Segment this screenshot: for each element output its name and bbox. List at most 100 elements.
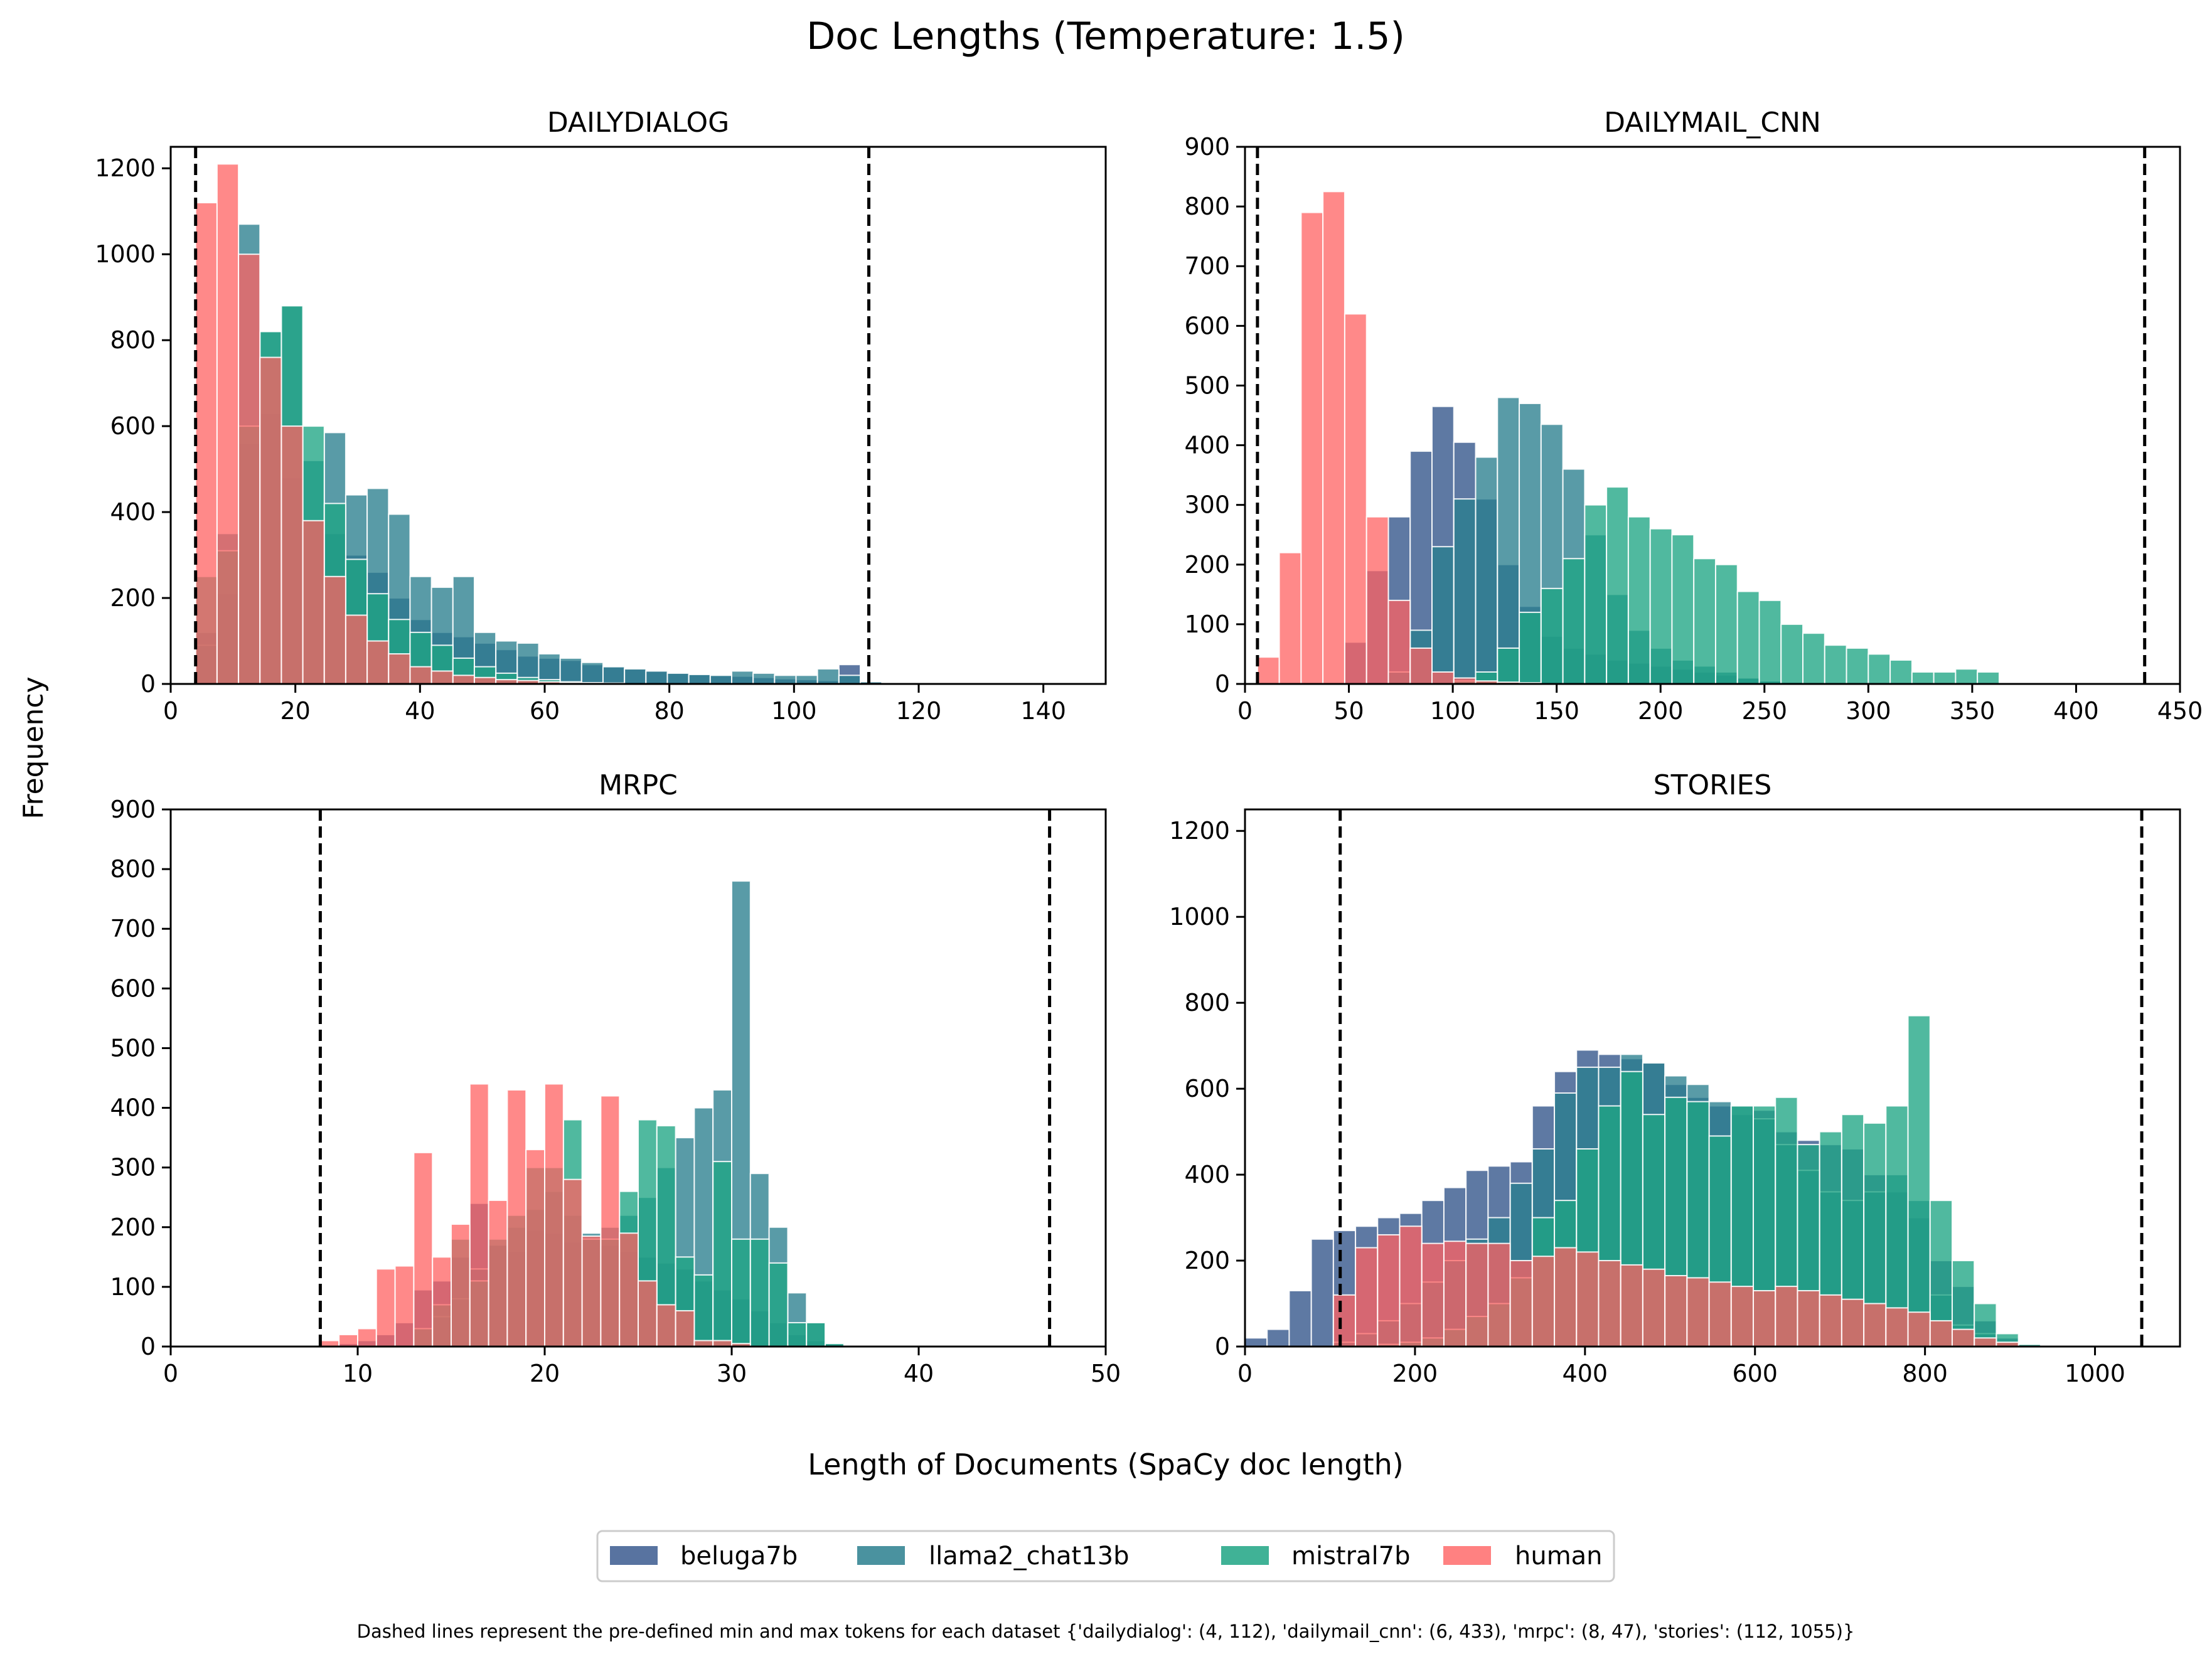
bar-human [1344, 313, 1367, 684]
plot-frame-dailymail-cnn [1244, 146, 2181, 685]
bar-human [656, 1304, 676, 1347]
legend: beluga7b llama2_chat13b mistral7b human [596, 1530, 1615, 1582]
bar-human [238, 253, 261, 684]
bar-human [1797, 1289, 1820, 1347]
y-tick-label: 900 [110, 796, 156, 823]
bar-mistral7b [1584, 504, 1608, 684]
y-tick-label: 400 [110, 1094, 156, 1122]
bar-mistral7b [1671, 534, 1695, 684]
bar-llama2-chat13b [624, 668, 647, 684]
bar-mistral7b [1885, 1105, 1909, 1347]
bar-human [1256, 656, 1280, 684]
bar-human [1576, 1251, 1600, 1347]
bar-mistral7b [1889, 659, 1913, 684]
bar-human [345, 614, 368, 684]
y-tick-label: 200 [1184, 1247, 1230, 1274]
bar-human [338, 1333, 359, 1347]
bar-human [452, 675, 475, 684]
x-tick-label: 40 [904, 1360, 934, 1387]
bars-mrpc [319, 880, 845, 1347]
x-tick-label: 1000 [2065, 1360, 2125, 1387]
bar-human [619, 1232, 639, 1347]
bar-human [1885, 1307, 1909, 1347]
bar-llama2-chat13b [1453, 498, 1477, 684]
bar-mistral7b [1955, 668, 1979, 684]
bar-human [1996, 1342, 2019, 1347]
bar-human [1531, 1256, 1556, 1347]
bar-human [1863, 1303, 1887, 1347]
bar-mistral7b [1540, 587, 1564, 684]
bar-mistral7b [1780, 623, 1804, 684]
bar-mistral7b [749, 1238, 770, 1347]
bar-human [1431, 671, 1455, 684]
bar-beluga7b [1310, 1238, 1334, 1347]
x-tick-label: 300 [1846, 697, 1891, 725]
figure-xlabel: Length of Documents (SpaCy doc length) [808, 1448, 1403, 1481]
bar-human [1686, 1277, 1710, 1347]
bar-mistral7b [1824, 644, 1847, 684]
subplot-dailymail-cnn: 0 50 100 150 200 250 300 350 400 450 0 100 200 300 400… [1184, 107, 2203, 725]
y-tick-label: 800 [110, 855, 156, 883]
x-tick-label: 200 [1638, 697, 1684, 725]
plot-frame-stories [1244, 808, 2181, 1348]
bar-human [388, 653, 411, 684]
bar-mistral7b [1736, 590, 1760, 684]
bar-mistral7b [1627, 516, 1651, 684]
bar-human [1487, 1242, 1511, 1347]
bar-human [473, 676, 497, 684]
y-tick-label: 400 [110, 498, 156, 526]
bar-human [366, 640, 390, 684]
legend-frame [596, 1530, 1615, 1582]
bar-human [1443, 1240, 1467, 1347]
series-human-dailymail-cnn [1256, 191, 1542, 684]
bar-human [1509, 1260, 1533, 1347]
bar-llama2-chat13b [1497, 397, 1520, 684]
bar-human [1421, 1242, 1445, 1347]
bar-human [1322, 191, 1345, 684]
bar-llama2-chat13b [1431, 546, 1455, 684]
plot-frame-dailydialog [169, 146, 1107, 685]
bar-llama2-chat13b [1475, 456, 1499, 684]
y-tick-label: 100 [110, 1273, 156, 1301]
bar-human [638, 1280, 658, 1347]
x-tick-label: 20 [280, 697, 310, 725]
x-tick-label: 50 [1333, 697, 1364, 725]
bar-human [600, 1095, 621, 1347]
bar-human [1377, 1234, 1401, 1347]
y-tick-label: 500 [1184, 371, 1230, 399]
bar-human [469, 1083, 489, 1347]
bar-llama2-chat13b [559, 657, 582, 684]
series-human-mrpc [319, 1083, 751, 1347]
legend-label-mistral7b: mistral7b [1291, 1542, 1411, 1571]
x-tick-label: 120 [896, 697, 942, 725]
bar-human [544, 1083, 564, 1347]
bar-human [1598, 1260, 1622, 1347]
x-tick-label: 150 [1534, 697, 1579, 725]
bar-mistral7b [787, 1321, 808, 1347]
bar-llama2-chat13b [795, 675, 818, 684]
bar-human [1300, 211, 1324, 684]
y-tick-label: 900 [1184, 133, 1230, 161]
figure-caption: Dashed lines represent the pre-defined m… [357, 1621, 1855, 1642]
bar-human [1819, 1294, 1842, 1347]
legend-label-human: human [1515, 1542, 1603, 1571]
x-tick-label: 450 [2157, 697, 2203, 725]
subplots: 0 20 40 60 80 100 120 140020040060080010001200D… [95, 107, 2203, 1387]
bar-human [413, 1151, 434, 1347]
y-tick-label: 300 [110, 1154, 156, 1182]
legend-swatch-beluga7b [610, 1546, 658, 1565]
bar-mistral7b [1497, 647, 1520, 684]
y-tick-label: 0 [1215, 1333, 1230, 1360]
bar-human [323, 575, 346, 684]
y-tick-label: 200 [110, 1214, 156, 1241]
y-tick-label: 500 [110, 1034, 156, 1062]
y-tick-label: 600 [110, 974, 156, 1002]
x-tick-label: 50 [1091, 1360, 1121, 1387]
bar-human [675, 1310, 695, 1347]
y-tick-label: 600 [110, 412, 156, 440]
y-tick-label: 200 [1184, 551, 1230, 579]
y-tick-label: 700 [110, 915, 156, 942]
bar-human [506, 1089, 527, 1347]
bar-beluga7b [1245, 1337, 1268, 1347]
